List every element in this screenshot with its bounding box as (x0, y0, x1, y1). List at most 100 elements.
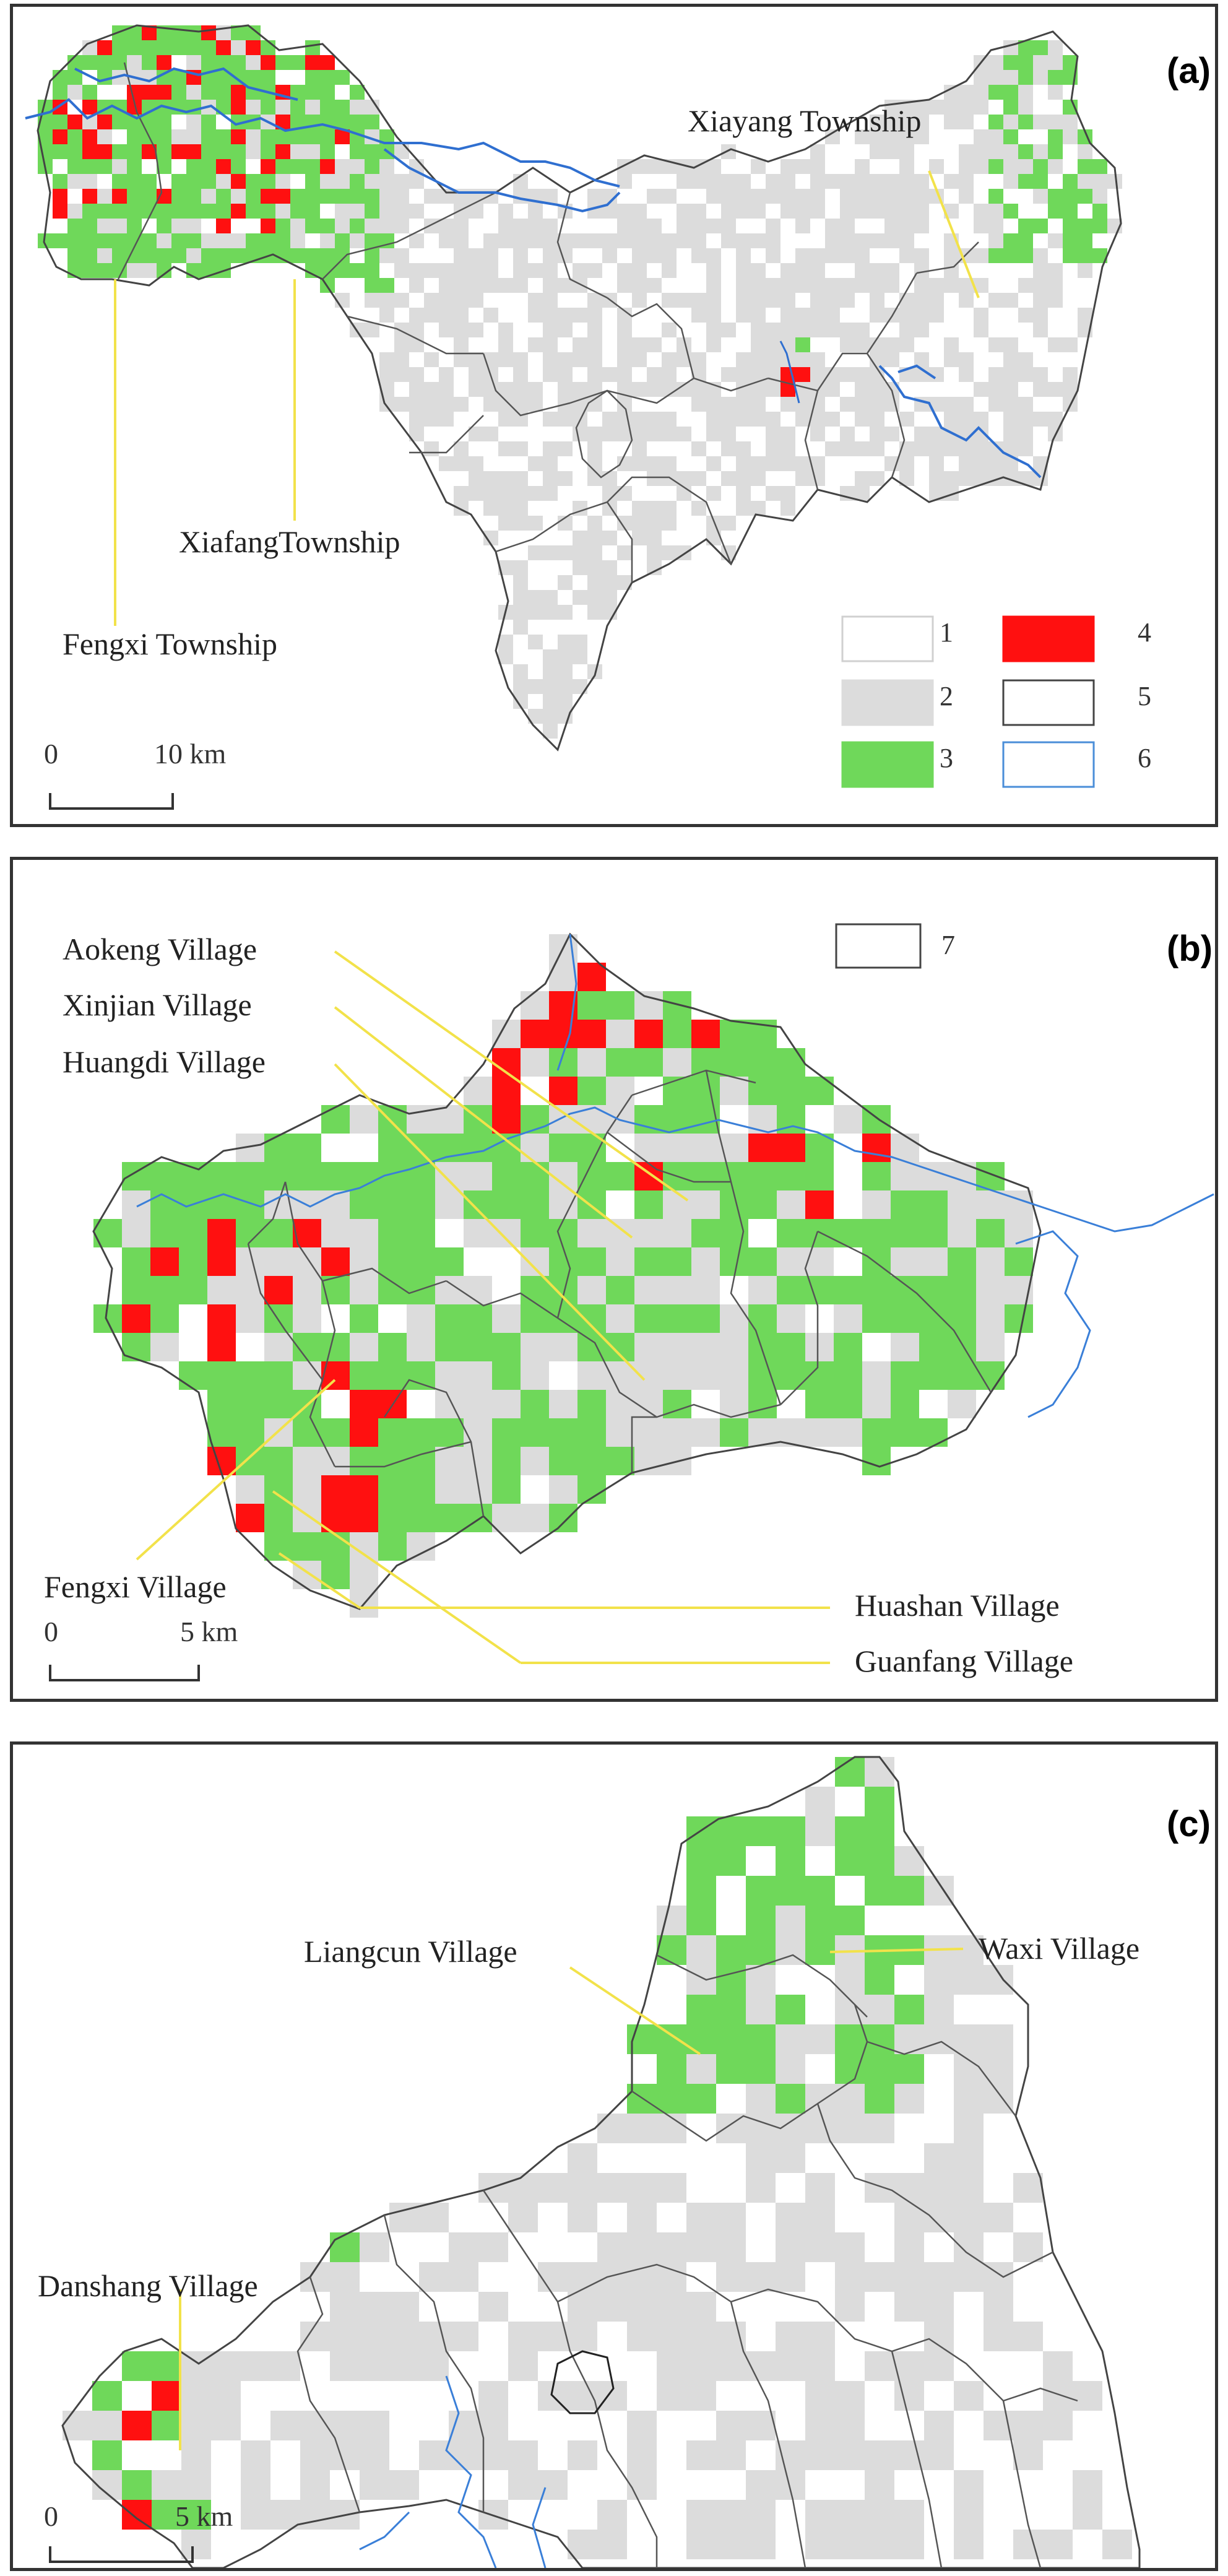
grid-cell (662, 516, 677, 531)
grid-cell (587, 233, 602, 248)
grid-cell (959, 456, 974, 471)
grid-cell (988, 189, 1003, 204)
grid-cell (736, 248, 751, 263)
grid-cell (834, 1361, 862, 1390)
grid-cell (862, 1134, 891, 1162)
grid-cell (1033, 412, 1048, 427)
grid-cell (988, 115, 1003, 129)
grid-cell (810, 278, 825, 293)
grid-cell (1018, 248, 1033, 263)
grid-cell (1013, 2411, 1043, 2440)
grid-cell (914, 323, 929, 337)
grid-cell (647, 159, 662, 174)
grid-cell (706, 456, 721, 471)
grid-cell (662, 189, 677, 204)
grid-cell (394, 352, 409, 367)
grid-cell (795, 263, 810, 278)
grid-cell (389, 2470, 419, 2500)
river-b (136, 934, 1214, 1418)
grid-cell (264, 1333, 293, 1361)
grid-cell (264, 1276, 293, 1304)
grid-cell (492, 1162, 521, 1190)
grid-cell (454, 397, 469, 412)
grid-cell (305, 70, 320, 85)
grid-cell (350, 100, 365, 115)
grid-cell (657, 2232, 686, 2262)
grid-cell (855, 486, 870, 501)
grid-cell (492, 1190, 521, 1219)
leader-line-waxi (829, 1948, 964, 1953)
grid-cell (657, 2262, 686, 2292)
grid-cell (290, 248, 305, 263)
grid-cell (320, 248, 335, 263)
grid-cell (835, 2024, 865, 2054)
grid-cell (954, 2054, 984, 2084)
grid-cell (407, 1504, 435, 1532)
grid-cell (677, 486, 691, 501)
grid-cell (261, 159, 275, 174)
grid-cell (721, 412, 736, 427)
grid-cell (439, 219, 454, 233)
grid-cell (891, 1333, 919, 1361)
grid-cell (988, 55, 1003, 70)
grid-cell (1078, 263, 1092, 278)
grid-cell (171, 204, 186, 219)
grid-cell (379, 219, 394, 233)
grid-cell (577, 1105, 606, 1134)
grid-cell (617, 352, 632, 367)
grid-cell (954, 2173, 984, 2203)
grid-cell (840, 204, 855, 219)
grid-cell (780, 486, 795, 501)
panel-label-a: (a) (1167, 51, 1211, 91)
grid-cell (207, 1304, 236, 1333)
grid-cell (157, 40, 171, 55)
grid-cell (320, 129, 335, 144)
grid-cell (805, 2440, 835, 2470)
grid-cell (181, 2440, 211, 2470)
grid-cell (795, 219, 810, 233)
grid-cell (606, 1162, 634, 1190)
grid-cell (855, 382, 870, 397)
grid-cell (766, 456, 780, 471)
grid-cell (379, 189, 394, 204)
grid-cell (320, 263, 335, 278)
grid-cell (662, 427, 677, 441)
grid-cell (573, 649, 587, 664)
grid-cell (409, 263, 424, 278)
grid-cell (82, 248, 97, 263)
grid-cell (498, 382, 513, 397)
grid-cell (216, 129, 231, 144)
grid-cell (716, 2322, 746, 2351)
grid-cell (686, 2292, 716, 2322)
grid-cell (825, 293, 840, 308)
grid-cell (825, 219, 840, 233)
grid-cell (1048, 189, 1063, 204)
grid-cell (435, 1304, 464, 1333)
grid-cell (954, 2084, 984, 2114)
grid-cell (335, 189, 350, 204)
grid-cell (409, 367, 424, 382)
grid-cell (1078, 159, 1092, 174)
grid-cell (469, 382, 483, 397)
grid-cell (606, 1333, 634, 1361)
grid-cell (186, 174, 201, 189)
grid-cell (201, 55, 216, 70)
label-fengxi-village: Fengxi Village (44, 1569, 227, 1604)
grid-cell (884, 233, 899, 248)
grid-cell (657, 2322, 686, 2351)
grid-cell (805, 1876, 835, 1906)
grid-cell (721, 323, 736, 337)
grid-cell (587, 575, 602, 590)
grid-cell (686, 1876, 716, 1906)
grid-cell (365, 174, 379, 189)
grid-cell (558, 545, 573, 560)
grid-cell (587, 263, 602, 278)
grid-cell (528, 545, 543, 560)
grid-cell (439, 367, 454, 382)
grid-cell (919, 1162, 948, 1190)
grid-cell (577, 1020, 606, 1048)
grid-cell (122, 1304, 150, 1333)
grid-cell (984, 1965, 1013, 1995)
grid-cell (862, 1162, 891, 1190)
grid-cell (954, 2530, 984, 2559)
